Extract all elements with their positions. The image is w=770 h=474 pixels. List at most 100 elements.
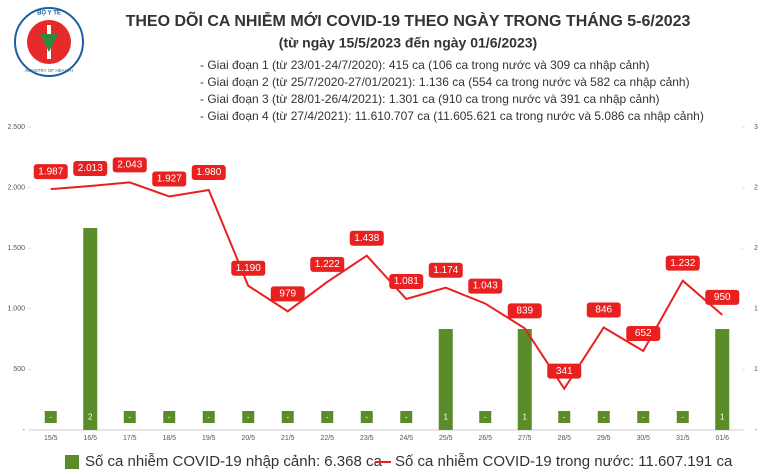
y-tick-label: 1.000 [7,306,25,313]
x-tick-label: 17/5 [123,435,137,442]
x-tick-label: 25/5 [439,435,453,442]
y2-tick-label: 1 [754,306,758,313]
y-tick-label: 1.500 [7,245,25,252]
value-label: 2.043 [117,160,142,171]
value-label: 846 [595,305,612,316]
bar-label: - [405,413,408,422]
x-tick-label: 27/5 [518,435,532,442]
bar-label-box [281,411,294,423]
bar-label-box [44,411,57,423]
value-label: 1.222 [315,259,340,270]
bar-label-box [676,411,689,423]
bar-label-box [716,411,729,423]
value-label-box [231,260,266,276]
y2-tick-label: 3 [754,124,758,131]
bar-label: - [286,413,289,422]
value-label-box [349,230,384,246]
y2-tick-label: 1 [754,366,758,373]
bar-label: - [365,413,368,422]
note: - Giai đoạn 4 (từ 27/4/2021): 11.610.707… [200,109,704,123]
legend-label: Số ca nhiễm COVID-19 nhập cảnh: 6.368 ca [85,453,383,470]
value-label-box [191,165,226,181]
bar [438,329,453,430]
x-tick-label: 24/5 [399,435,413,442]
value-label: 839 [516,305,533,316]
bar-label-box [400,411,413,423]
bar [517,329,532,430]
value-label-box [112,157,147,173]
y2-tick-label: - [755,427,758,434]
bar-label: 2 [88,413,93,422]
logo-top: BỘ Y TẾ [37,9,61,17]
x-tick-label: 22/5 [320,435,334,442]
bar-label: - [168,413,171,422]
x-tick-label: 18/5 [162,435,176,442]
value-label: 1.190 [236,263,261,274]
value-label: 1.980 [196,167,221,178]
bar-label-box [321,411,334,423]
value-label: 1.987 [38,166,63,177]
legend-swatch [65,455,79,469]
bar-label-box [163,411,176,423]
bar-label-box [518,411,531,423]
bar-label-box [242,411,255,423]
line [50,181,723,391]
chart-title: THEO DÕI CA NHIỄM MỚI COVID-19 THEO NGÀY… [126,10,691,30]
y2-tick-label: 2 [754,245,758,252]
x-tick-label: 01/6 [715,435,729,442]
x-tick-label: 30/5 [636,435,650,442]
logo: BỘ Y TẾ MINISTRY OF HEALTH [14,7,84,77]
bar-label-box [123,411,136,423]
logo-shape [40,34,58,52]
value-label: 652 [635,328,652,339]
value-label-box [665,255,700,271]
value-label: 1.081 [394,276,419,287]
bar-label: - [642,413,645,422]
bar [715,329,730,430]
bar-label: - [128,413,131,422]
x-tick-label: 21/5 [281,435,295,442]
y-tick-label: 500 [13,366,25,373]
value-label-box [507,303,542,319]
bar-label-box [558,411,571,423]
bar-label-box [597,411,610,423]
x-tick-label: 28/5 [557,435,571,442]
bar-label-box [202,411,215,423]
x-tick-label: 19/5 [202,435,216,442]
value-label-box [310,256,345,272]
chart-subtitle: (từ ngày 15/5/2023 đến ngày 01/6/2023) [279,35,537,51]
note: - Giai đoạn 3 (từ 28/01-26/4/2021): 1.30… [200,92,660,106]
value-label: 1.174 [433,265,458,276]
note: - Giai đoạn 1 (từ 23/01-24/7/2020): 415 … [200,58,650,72]
x-tick-label: 20/5 [241,435,255,442]
bar [83,228,98,430]
value-label-box [547,363,582,379]
bar-label-box [360,411,373,423]
bar-label: 1 [444,413,449,422]
bar-label: - [563,413,566,422]
value-label: 1.927 [157,174,182,185]
bar-label-box [439,411,452,423]
value-label: 979 [279,288,296,299]
y-tick-label: - [23,427,26,434]
bar-label: - [602,413,605,422]
value-label: 341 [556,366,573,377]
value-label-box [73,161,108,177]
value-label-box [270,286,305,302]
x-tick-label: 26/5 [478,435,492,442]
value-label-box [428,262,463,278]
x-tick-label: 31/5 [676,435,690,442]
bar-label: - [681,413,684,422]
bar-label: - [207,413,210,422]
bar-label-box [637,411,650,423]
x-tick-label: 15/5 [44,435,58,442]
value-label: 2.013 [78,163,103,174]
value-label-box [389,273,424,289]
value-label-box [152,171,187,187]
y-tick-label: 2.000 [7,184,25,191]
bar-label: - [247,413,250,422]
legend-label: Số ca nhiễm COVID-19 trong nước: 11.607.… [395,453,733,470]
value-label: 1.043 [473,281,498,292]
bar-label: - [484,413,487,422]
value-label-box [626,325,661,341]
